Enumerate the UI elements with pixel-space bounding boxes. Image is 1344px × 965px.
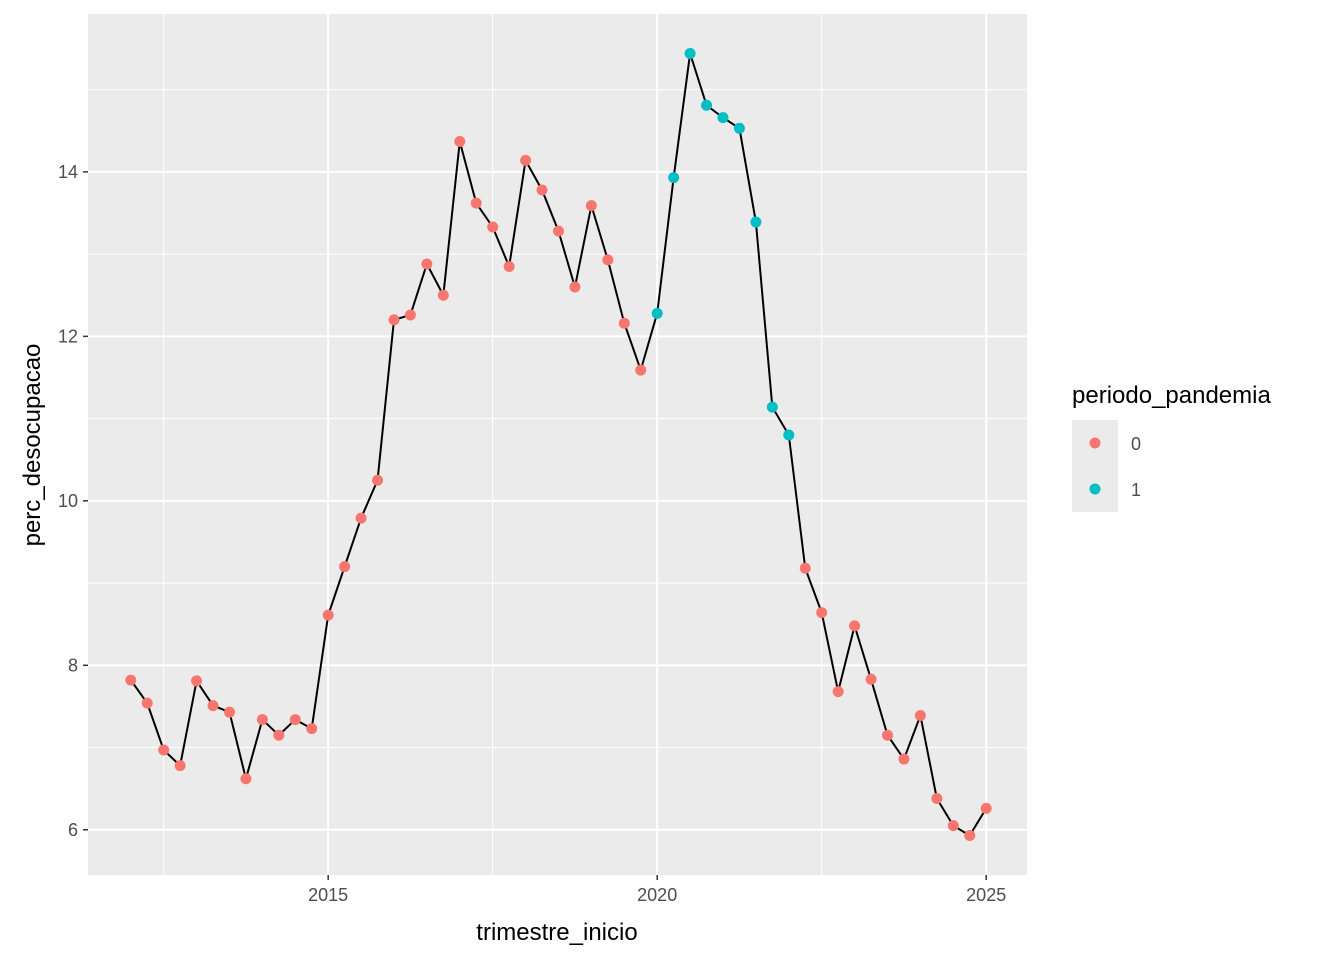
- legend-key-bg: [1072, 420, 1118, 512]
- point: [454, 135, 466, 147]
- point: [207, 700, 219, 712]
- y-tick-label: 8: [68, 655, 78, 675]
- point: [552, 225, 564, 237]
- point: [125, 674, 137, 686]
- point: [684, 47, 696, 59]
- point: [191, 675, 203, 687]
- point: [404, 309, 416, 321]
- point: [289, 714, 301, 726]
- legend-key: [1089, 437, 1101, 449]
- x-tick-label: 2020: [637, 885, 677, 905]
- point: [980, 802, 992, 814]
- point: [635, 364, 647, 376]
- point: [914, 709, 926, 721]
- point: [898, 753, 910, 765]
- point: [766, 401, 778, 413]
- point: [421, 258, 433, 270]
- point: [240, 773, 252, 785]
- point: [536, 184, 548, 196]
- point: [816, 607, 828, 619]
- legend-label: 0: [1131, 434, 1141, 454]
- point: [470, 197, 482, 209]
- point: [355, 512, 367, 524]
- point: [832, 686, 844, 698]
- point: [585, 200, 597, 212]
- point: [158, 744, 170, 756]
- point: [602, 254, 614, 266]
- x-tick-label: 2025: [966, 885, 1006, 905]
- point: [717, 112, 729, 124]
- point: [339, 561, 351, 573]
- point: [322, 609, 334, 621]
- point: [733, 122, 745, 134]
- y-tick-label: 6: [68, 820, 78, 840]
- point: [569, 281, 581, 293]
- point: [931, 793, 943, 805]
- point: [388, 314, 400, 326]
- point: [799, 562, 811, 574]
- y-tick-label: 10: [58, 491, 78, 511]
- y-tick-label: 12: [58, 326, 78, 346]
- point: [256, 714, 268, 726]
- point: [881, 729, 893, 741]
- point: [503, 260, 515, 272]
- point: [141, 697, 153, 709]
- point: [865, 673, 877, 685]
- y-axis-title: perc_desocupacao: [19, 344, 46, 547]
- point: [174, 760, 186, 772]
- point: [372, 474, 384, 486]
- point: [487, 221, 499, 233]
- point: [701, 99, 713, 111]
- point: [651, 307, 663, 319]
- point: [947, 820, 959, 832]
- legend-label: 1: [1131, 480, 1141, 500]
- point: [520, 154, 532, 166]
- legend-key: [1089, 483, 1101, 495]
- y-tick-label: 14: [58, 162, 78, 182]
- point: [849, 620, 861, 632]
- point: [273, 729, 285, 741]
- plot-panel: [88, 14, 1027, 875]
- point: [964, 830, 976, 842]
- point: [750, 216, 762, 228]
- x-axis-title: trimestre_inicio: [476, 919, 637, 946]
- point: [783, 429, 795, 441]
- point: [618, 317, 630, 329]
- point: [668, 172, 680, 184]
- x-tick-label: 2015: [308, 885, 348, 905]
- point: [306, 723, 318, 735]
- point: [223, 706, 235, 718]
- point: [437, 289, 449, 301]
- legend-title: periodo_pandemia: [1072, 382, 1271, 409]
